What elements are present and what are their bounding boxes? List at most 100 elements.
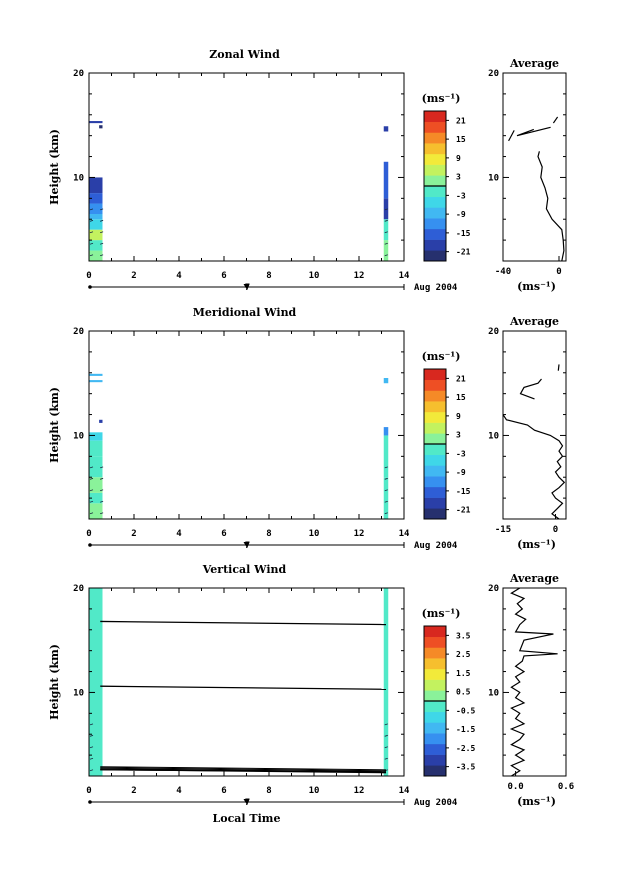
heatmap-speckle (99, 489, 104, 492)
y-tick-label: 10 (73, 431, 84, 441)
heatmap-speckle (384, 489, 388, 492)
colorbar-swatch (424, 411, 446, 423)
heatmap-speckle (384, 219, 388, 222)
colorbar-tick-label: -2.5 (456, 744, 475, 753)
average-profile-line (519, 378, 542, 400)
heatmap-cell (89, 492, 103, 504)
colorbar-units: (ms⁻¹) (422, 607, 461, 620)
y-tick-label: 20 (73, 584, 84, 594)
colorbar-swatch (424, 444, 446, 456)
heatmap-cell (383, 435, 389, 478)
average-frame (502, 72, 567, 262)
x-tick-label: 14 (399, 529, 410, 539)
colorbar-swatch (424, 121, 446, 133)
heatmap-speckle (99, 242, 104, 245)
average-x-label: (ms⁻¹) (517, 538, 556, 551)
x-tick-label: 0 (86, 786, 91, 796)
plot-frame (88, 330, 405, 520)
trend-line (100, 620, 387, 626)
heatmap-cell (383, 219, 389, 241)
day-axis-marker (88, 800, 92, 804)
colorbar-tick-label: -3 (456, 449, 466, 458)
average-y-tick-label: 20 (488, 69, 499, 79)
day-marker (243, 799, 250, 804)
x-tick-label: 2 (131, 271, 136, 281)
heatmap-speckle (99, 500, 104, 503)
average-profile-line (537, 151, 565, 262)
day-axis-marker (88, 285, 92, 289)
colorbar-tick-label: -3.5 (456, 763, 475, 772)
heatmap-cell (383, 588, 389, 776)
colorbar-swatch (424, 207, 446, 219)
panel-title: Vertical Wind (202, 563, 287, 576)
colorbar-swatch (424, 132, 446, 144)
colorbar-tick-label: 21 (456, 374, 466, 383)
heatmap-speckle (99, 477, 104, 480)
average-y-tick-label: 10 (488, 431, 499, 441)
average-y-tick-label: 10 (488, 173, 499, 183)
x-tick-label: 0 (86, 529, 91, 539)
x-tick-label: 10 (309, 786, 320, 796)
y-axis-label: Height (km) (48, 644, 61, 720)
heatmap-cell (383, 126, 389, 132)
heatmap-speckle (89, 242, 94, 245)
day-label: 7 (245, 541, 250, 551)
heatmap-cell (89, 250, 103, 261)
colorbar-swatch (424, 153, 446, 165)
heatmap-cell (89, 177, 103, 194)
colorbar-tick-label: 15 (456, 135, 466, 144)
heatmap-speckle (99, 231, 104, 234)
heatmap-speckle (89, 489, 94, 492)
x-tick-label: 4 (176, 271, 182, 281)
colorbar-swatch (424, 668, 446, 680)
x-tick-label: 6 (221, 271, 226, 281)
average-x-tick-label: 0 (553, 525, 558, 535)
colorbar-tick-label: 3.5 (456, 631, 471, 640)
colorbar-tick-label: -21 (456, 248, 471, 257)
colorbar-swatch (424, 647, 446, 659)
heatmap-cell (89, 214, 103, 220)
x-axis-label: Local Time (213, 812, 281, 825)
average-x-tick-label: -40 (495, 267, 511, 277)
y-axis-label: Height (km) (48, 129, 61, 205)
heatmap-speckle (89, 219, 94, 222)
average-profile-line (552, 116, 559, 124)
colorbar-swatch (424, 508, 446, 520)
average-profile-line (502, 414, 566, 520)
x-tick-label: 6 (221, 529, 226, 539)
colorbar-swatch (424, 196, 446, 208)
panel-title: Zonal Wind (209, 48, 280, 61)
colorbar-swatch (424, 422, 446, 434)
x-tick-label: 2 (131, 529, 136, 539)
average-title: Average (509, 57, 559, 70)
colorbar-tick-label: -3 (456, 191, 466, 200)
y-tick-label: 20 (73, 69, 84, 79)
heatmap-speckle (384, 500, 388, 503)
colorbar-swatch (424, 679, 446, 691)
plot-frame (88, 72, 405, 262)
colorbar-swatch (424, 754, 446, 766)
average-frame (502, 330, 567, 520)
heatmap-speckle (384, 757, 388, 760)
y-axis-label: Height (km) (48, 387, 61, 463)
colorbar-swatch (424, 743, 446, 755)
day-marker (243, 542, 250, 547)
heatmap-speckle (384, 723, 388, 726)
heatmap-speckle (89, 254, 94, 257)
plot-frame (88, 587, 405, 777)
heatmap-cell (89, 240, 103, 251)
trend-line (100, 769, 387, 774)
date-label: Aug 2004 (414, 283, 458, 293)
colorbar-tick-label: -1.5 (456, 725, 475, 734)
x-tick-label: 8 (266, 271, 271, 281)
colorbar-swatch (424, 433, 446, 445)
heatmap-cell (99, 419, 103, 423)
y-tick-label: 20 (73, 327, 84, 337)
colorbar-swatch (424, 465, 446, 477)
average-y-tick-label: 10 (488, 688, 499, 698)
y-tick-label: 10 (73, 173, 84, 183)
x-tick-label: 12 (354, 271, 365, 281)
x-tick-label: 10 (309, 271, 320, 281)
average-title: Average (509, 315, 559, 328)
